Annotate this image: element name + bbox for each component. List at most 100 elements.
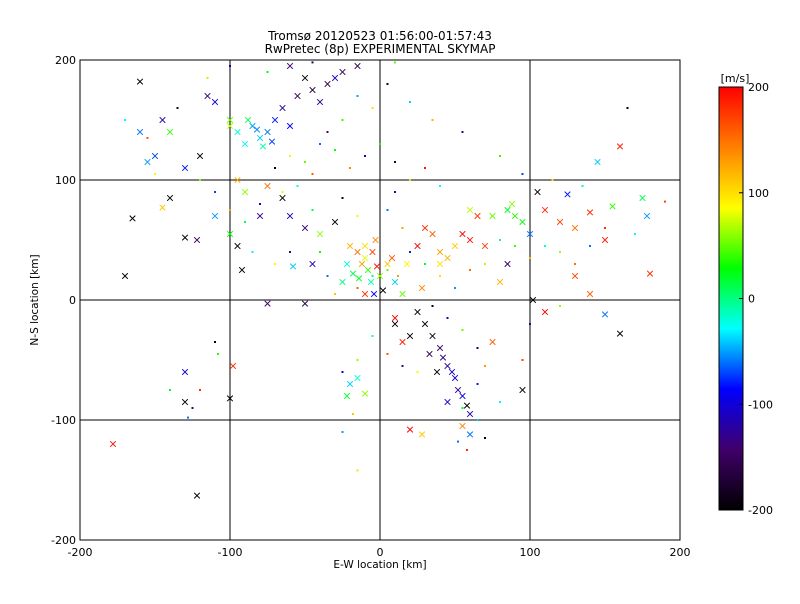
data-point-x — [166, 194, 174, 202]
data-point-x — [391, 278, 399, 286]
data-point-dot — [386, 83, 389, 85]
data-point-x — [346, 380, 354, 388]
data-point-x — [466, 206, 474, 214]
data-point-x — [339, 68, 346, 76]
x-axis: -200 -100 0 100 200 — [68, 60, 691, 559]
data-point-x — [609, 203, 616, 210]
data-point-x — [196, 152, 204, 160]
data-point-dot — [176, 107, 179, 109]
data-point-x — [249, 122, 256, 130]
data-point-x — [354, 248, 361, 256]
data-point-dot — [124, 119, 126, 121]
data-point-x — [451, 242, 459, 250]
data-point-x — [541, 206, 549, 214]
data-point-x — [646, 270, 654, 277]
data-point-x — [367, 278, 375, 286]
data-point-x — [286, 212, 294, 220]
data-point-x — [159, 204, 166, 211]
data-point-x — [256, 212, 264, 220]
data-point-x — [388, 254, 396, 262]
data-point-x — [459, 230, 466, 238]
data-point-dot — [469, 269, 471, 271]
data-point-dot — [352, 413, 354, 415]
data-point-x — [234, 176, 241, 184]
data-point-x — [451, 374, 459, 382]
data-point-x — [504, 260, 511, 268]
data-point-x — [226, 116, 234, 124]
data-point-x — [339, 278, 346, 286]
data-point-x — [586, 290, 594, 298]
data-point-dot — [409, 179, 411, 181]
data-point-dot — [386, 209, 389, 211]
data-point-x — [361, 242, 369, 250]
data-point-dot — [191, 407, 194, 409]
data-point-dot — [244, 221, 246, 223]
data-point-dot — [604, 227, 606, 229]
data-point-x — [444, 398, 451, 406]
data-point-x — [226, 122, 234, 130]
data-point-dot — [311, 173, 314, 175]
data-point-x — [564, 191, 571, 198]
data-point-dot — [454, 287, 456, 289]
data-point-x — [639, 194, 646, 202]
data-point-dot — [379, 143, 381, 145]
data-point-dot — [169, 389, 171, 391]
data-point-dot — [424, 263, 426, 265]
data-point-dot — [266, 71, 269, 73]
data-point-x — [601, 236, 609, 244]
y-tick-label: 0 — [69, 294, 76, 307]
data-point-dot — [187, 416, 189, 419]
data-point-dot — [146, 137, 149, 139]
colorbar-tick-label: 200 — [748, 81, 769, 94]
data-point-x — [643, 212, 651, 220]
data-point-x — [355, 275, 363, 282]
data-point-dot — [466, 449, 468, 451]
data-point-x — [279, 104, 286, 112]
x-tick-label: 200 — [670, 546, 691, 559]
data-point-x — [519, 218, 526, 226]
data-point-x — [193, 236, 201, 244]
data-point-dot — [394, 161, 396, 163]
data-point-x — [466, 431, 474, 438]
data-point-dot — [461, 329, 464, 331]
data-point-x — [466, 236, 474, 244]
data-point-x — [358, 260, 366, 268]
data-point-dot — [484, 365, 486, 367]
data-point-dot — [199, 389, 201, 391]
data-point-x — [406, 426, 414, 433]
data-point-dot — [476, 419, 479, 421]
data-point-dot — [499, 401, 501, 403]
data-point-dot — [401, 227, 404, 229]
data-point-x — [354, 374, 361, 382]
data-point-x — [316, 98, 324, 106]
colorbar-tick-label: 100 — [748, 187, 769, 200]
data-point-x — [286, 122, 294, 130]
data-point-x — [324, 80, 331, 88]
data-point-x — [343, 392, 351, 400]
data-point-dot — [514, 245, 516, 247]
data-point-x — [399, 290, 406, 298]
data-point-dot — [634, 233, 636, 235]
data-point-x — [343, 260, 351, 268]
data-point-x — [508, 200, 516, 208]
data-point-x — [571, 224, 579, 232]
data-point-x — [181, 164, 189, 172]
data-point-dot — [319, 251, 321, 253]
data-point-dot — [439, 185, 441, 187]
data-point-x — [241, 140, 249, 148]
colorbar-tick-label: 0 — [748, 293, 755, 306]
colorbar-tick-label: -200 — [748, 504, 773, 517]
data-point-dot — [664, 200, 666, 203]
data-point-x — [534, 188, 541, 196]
data-point-x — [436, 344, 444, 352]
data-points — [109, 61, 666, 499]
y-axis: -200 -100 0 100 200 — [51, 54, 680, 547]
data-point-dot — [274, 167, 276, 169]
data-point-dot — [409, 251, 411, 253]
data-point-dot — [356, 215, 359, 217]
data-point-x — [418, 284, 426, 292]
data-point-x — [529, 296, 537, 304]
data-point-dot — [457, 440, 459, 443]
data-point-x — [459, 422, 466, 430]
